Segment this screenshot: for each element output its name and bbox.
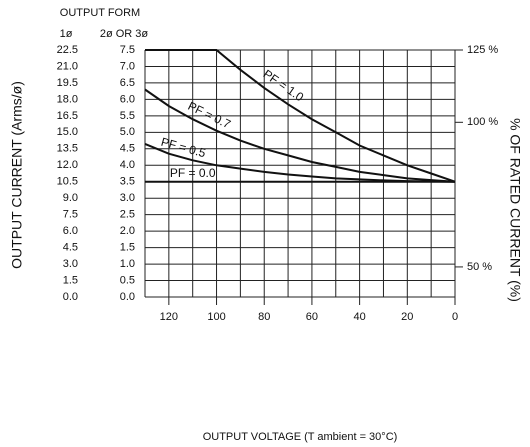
- series-label: PF = 0.5: [160, 135, 208, 161]
- y2-tick-label: 125 %: [467, 44, 498, 56]
- y2-tick-label: 50 %: [467, 261, 492, 273]
- x-axis-label: OUTPUT VOLTAGE (T ambient = 30°C): [203, 431, 398, 443]
- y3-tick-label: 10.5: [57, 176, 78, 188]
- y-tick-label: 1.5: [120, 242, 135, 254]
- y-tick-label: 3.0: [120, 192, 135, 204]
- x-tick-label: 40: [353, 311, 365, 323]
- series-label: PF = 0.0: [170, 166, 216, 180]
- series-label: PF = 1.0: [261, 67, 307, 105]
- y-tick-label: 7.5: [120, 44, 135, 56]
- y-tick-label: 2.5: [120, 209, 135, 221]
- y3-tick-label: 7.5: [63, 209, 78, 221]
- header: OUTPUT FORM: [60, 7, 140, 19]
- y-tick-label: 4.5: [120, 143, 135, 155]
- curve: [144, 88, 456, 183]
- y-tick-label: 7.0: [120, 60, 135, 72]
- y3-tick-label: 13.5: [57, 143, 78, 155]
- y3-tick-label: 16.5: [57, 110, 78, 122]
- y3-tick-label: 12.0: [57, 159, 78, 171]
- y-tick-label: 6.5: [120, 77, 135, 89]
- x-tick-label: 120: [160, 311, 178, 323]
- y-tick-label: 3.5: [120, 176, 135, 188]
- y3-tick-label: 3.0: [63, 258, 78, 270]
- y-tick-label: 4.0: [120, 159, 135, 171]
- y-tick-label: 2.0: [120, 225, 135, 237]
- y3-tick-label: 6.0: [63, 225, 78, 237]
- x-tick-label: 80: [258, 311, 270, 323]
- inner-axis-title: 2ø OR 3ø: [100, 28, 149, 40]
- x-tick-label: 20: [401, 311, 413, 323]
- y-tick-label: 6.0: [120, 93, 135, 105]
- y-tick-label: 5.5: [120, 110, 135, 122]
- y2-axis-label: % OF RATED CURRENT (%): [507, 118, 523, 302]
- y3-tick-label: 22.5: [57, 44, 78, 56]
- x-tick-label: 100: [207, 311, 225, 323]
- y-tick-label: 0.5: [120, 274, 135, 286]
- y3-tick-label: 21.0: [57, 60, 78, 72]
- y-tick-label: 0.0: [120, 291, 135, 303]
- y3-tick-label: 9.0: [63, 192, 78, 204]
- y2-tick-label: 100 %: [467, 116, 498, 128]
- y-tick-label: 5.0: [120, 126, 135, 138]
- x-tick-label: 0: [452, 311, 458, 323]
- curve: [145, 49, 456, 183]
- outer-axis-title: 1ø: [60, 28, 73, 40]
- y3-tick-label: 15.0: [57, 126, 78, 138]
- y3-tick-label: 4.5: [63, 242, 78, 254]
- y3-tick-label: 18.0: [57, 93, 78, 105]
- x-tick-label: 60: [306, 311, 318, 323]
- y-tick-label: 1.0: [120, 258, 135, 270]
- y3-tick-label: 0.0: [63, 291, 78, 303]
- y3-tick-label: 1.5: [63, 274, 78, 286]
- y3-tick-label: 19.5: [57, 77, 78, 89]
- y-axis-label: OUTPUT CURRENT (Arms/ø): [9, 81, 25, 269]
